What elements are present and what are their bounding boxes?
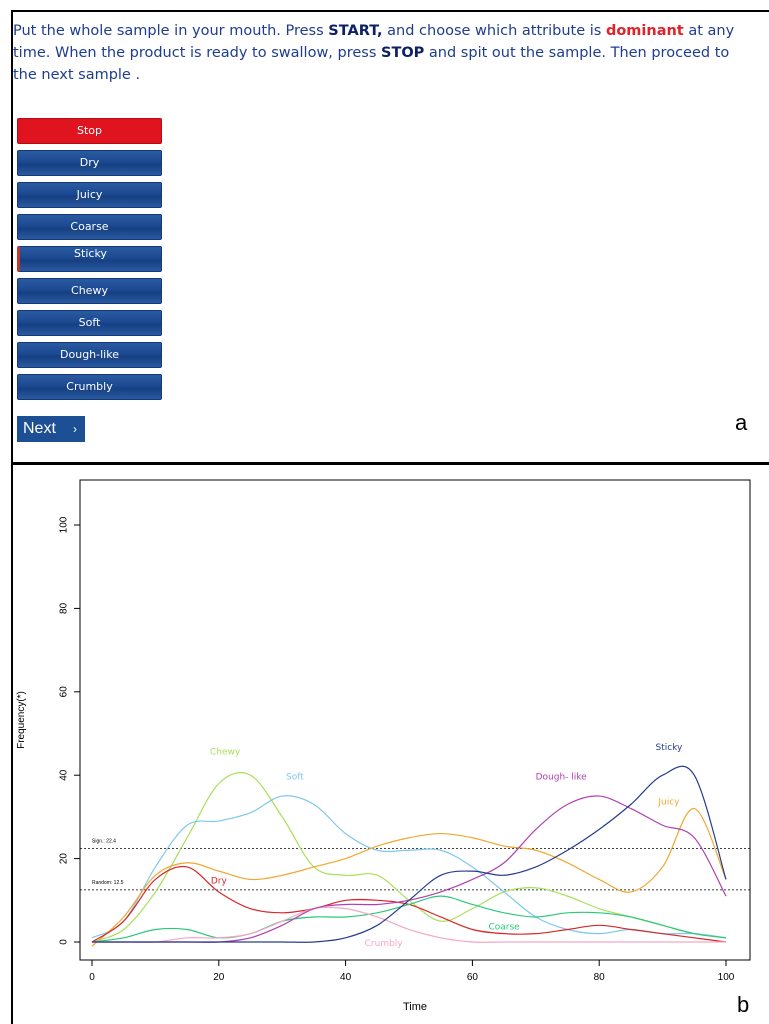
attribute-button-juicy[interactable]: Juicy [17, 182, 162, 208]
panel-a: Put the whole sample in your mouth. Pres… [11, 10, 769, 462]
attribute-button-soft[interactable]: Soft [17, 310, 162, 336]
next-button[interactable]: Next › [17, 416, 85, 442]
instruction-part1: Put the whole sample in your mouth. Pres… [13, 23, 329, 39]
instruction-text: Put the whole sample in your mouth. Pres… [13, 20, 753, 86]
instruction-part4: and spit out the sample. Then proceed to… [13, 45, 730, 83]
x-tick-label: 0 [89, 972, 95, 983]
series-label: Soft [286, 772, 304, 782]
x-tick-label: 40 [340, 972, 352, 983]
attribute-button-sticky[interactable]: Sticky [17, 246, 162, 272]
series-line-dough-like [92, 795, 727, 943]
panel-b-border [11, 465, 13, 1024]
instruction-part3: at any time. When the product is ready t… [13, 23, 735, 61]
attribute-button-dry[interactable]: Dry [17, 150, 162, 176]
instruction-start: START, [328, 23, 383, 39]
series-line-juicy [91, 807, 727, 947]
plot-frame [79, 479, 751, 961]
series-label: Dry [211, 877, 228, 887]
x-tick-label: 80 [594, 972, 606, 983]
series-label: Juicy [657, 797, 680, 807]
y-tick-label: 60 [59, 686, 70, 698]
series-line-soft [91, 795, 727, 939]
y-tick-label: 100 [59, 516, 70, 533]
x-tick-label: 20 [213, 972, 225, 983]
series-line-coarse [91, 895, 727, 943]
x-tick-label: 100 [718, 972, 735, 983]
reference-line-label: Random: 12.5 [92, 880, 124, 886]
y-tick-label: 0 [59, 939, 70, 945]
series-label: Sticky [655, 743, 683, 753]
y-tick-label: 80 [59, 602, 70, 614]
instruction-part2: and choose which attribute is [382, 23, 606, 39]
reference-line-label: Sign.: 22.4 [92, 839, 116, 845]
series-label: Coarse [488, 922, 520, 932]
panel-b-label: b [737, 992, 750, 1017]
instruction-stop: STOP [381, 45, 425, 61]
attribute-button-dough-like[interactable]: Dough-like [17, 342, 162, 368]
y-axis-label: Frequency(*) [16, 691, 27, 749]
x-tick-label: 60 [467, 972, 479, 983]
panel-a-label: a [735, 410, 748, 435]
series-line-crumbly [92, 906, 726, 943]
panel-divider [11, 462, 769, 465]
series-label: Crumbly [365, 939, 404, 949]
attribute-button-chewy[interactable]: Chewy [17, 278, 162, 304]
series-line-sticky [92, 765, 727, 943]
chevron-right-icon: › [73, 422, 77, 436]
attribute-button-coarse[interactable]: Coarse [17, 214, 162, 240]
y-tick-label: 40 [59, 769, 70, 781]
series-label: Chewy [210, 747, 241, 757]
instruction-dominant: dominant [605, 23, 684, 39]
x-axis-label: Time [403, 1001, 427, 1013]
stop-button[interactable]: Stop [17, 118, 162, 144]
attribute-button-crumbly[interactable]: Crumbly [17, 374, 162, 400]
next-label: Next [23, 420, 56, 437]
y-tick-label: 20 [59, 853, 70, 865]
series-label: Dough- like [536, 772, 588, 782]
